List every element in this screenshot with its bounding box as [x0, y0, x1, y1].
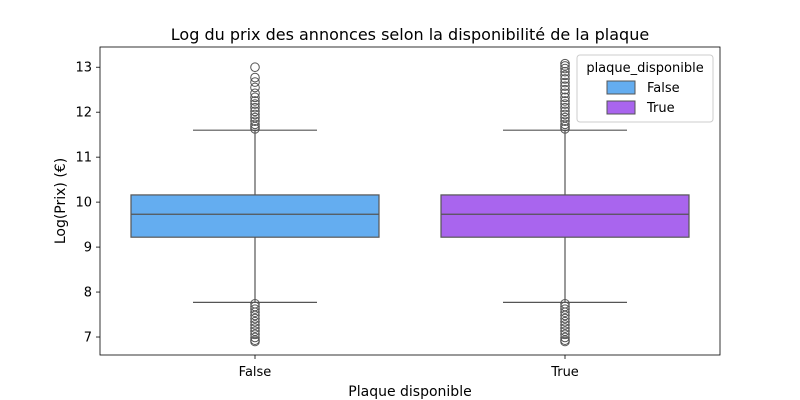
- outlier-point: [250, 323, 260, 333]
- outlier-point: [250, 336, 260, 347]
- x-axis: False True: [239, 355, 579, 380]
- outlier-point: [560, 77, 570, 88]
- legend-swatch-true: [606, 100, 636, 115]
- outlier-point: [560, 316, 570, 327]
- outlier-point: [250, 82, 260, 93]
- legend-title: plaque_disponible: [586, 61, 703, 76]
- outlier-point: [560, 304, 570, 314]
- outlier-point: [560, 106, 570, 117]
- box-iqr: [440, 194, 690, 238]
- y-tick-label: 8: [84, 286, 92, 301]
- outlier-point: [250, 124, 260, 134]
- outlier-point: [250, 320, 260, 330]
- outlier-point: [560, 102, 570, 113]
- outlier-point: [250, 332, 260, 343]
- outlier-point: [560, 320, 570, 330]
- x-tick-label: False: [239, 365, 272, 380]
- outlier-point: [560, 92, 570, 103]
- outlier-point: [250, 329, 260, 340]
- outlier-point: [560, 66, 570, 77]
- y-tick-label: 7: [84, 331, 92, 346]
- outlier-point: [560, 88, 570, 99]
- outlier-point: [560, 116, 570, 126]
- outlier-point: [560, 58, 570, 69]
- outlier-point: [560, 124, 570, 134]
- outlier-point: [250, 96, 260, 106]
- legend-swatch-false: [606, 80, 636, 95]
- outlier-point: [250, 112, 260, 123]
- plot-area: [130, 58, 690, 347]
- outlier-point: [250, 304, 260, 314]
- y-axis-label: Log(Prix) (€): [53, 158, 69, 244]
- y-tick-label: 9: [84, 241, 92, 256]
- y-tick-label: 13: [75, 61, 92, 76]
- outlier-point: [560, 109, 570, 120]
- outlier-point: [250, 62, 260, 73]
- outlier-point: [250, 92, 260, 103]
- box-group-true: [440, 58, 690, 347]
- x-axis-label: Plaque disponible: [348, 384, 471, 400]
- plot-frame: [99, 46, 721, 356]
- y-tick-label: 12: [75, 106, 92, 121]
- outlier-point: [560, 329, 570, 340]
- outlier-point: [250, 77, 260, 87]
- outlier-point: [250, 109, 260, 120]
- outlier-point: [560, 119, 570, 130]
- y-tick-label: 10: [75, 196, 92, 211]
- outlier-point: [250, 99, 260, 109]
- x-tick-label: True: [550, 365, 579, 380]
- outlier-point: [250, 88, 260, 99]
- outlier-point: [250, 310, 260, 321]
- outlier-point: [560, 307, 570, 318]
- outlier-point: [250, 313, 260, 324]
- outlier-point: [560, 81, 570, 91]
- outlier-point: [560, 84, 570, 95]
- outlier-point: [250, 106, 260, 117]
- outlier-point: [560, 313, 570, 324]
- outlier-point: [250, 102, 260, 113]
- outlier-point: [560, 63, 570, 74]
- outlier-point: [560, 332, 570, 343]
- box-group-false: [130, 62, 380, 347]
- outlier-point: [560, 112, 570, 123]
- y-tick-label: 11: [75, 151, 92, 166]
- outlier-point: [250, 119, 260, 130]
- outlier-point: [250, 72, 260, 83]
- outlier-point: [250, 116, 260, 126]
- outlier-point: [560, 310, 570, 321]
- legend-label-false: False: [647, 81, 680, 96]
- y-axis: 7 8 9 10 11 12 13: [75, 61, 100, 346]
- chart-title: Log du prix des annonces selon la dispon…: [171, 25, 649, 44]
- outlier-point: [560, 70, 570, 81]
- legend: plaque_disponible False True: [576, 54, 714, 123]
- outlier-point: [560, 61, 570, 71]
- box-iqr: [130, 194, 380, 238]
- outlier-point: [560, 96, 570, 106]
- outlier-point: [250, 316, 260, 327]
- outlier-point: [560, 336, 570, 347]
- outlier-point: [560, 323, 570, 333]
- outlier-point: [560, 99, 570, 109]
- outlier-point: [560, 74, 570, 84]
- legend-label-true: True: [646, 101, 675, 116]
- outlier-point: [250, 307, 260, 318]
